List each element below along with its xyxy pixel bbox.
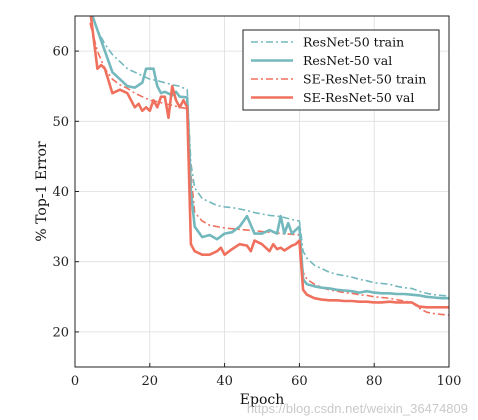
legend: ResNet-50 train ResNet-50 val SE-ResNet-50… [242,29,440,111]
x-tick-label: 60 [291,374,308,389]
x-tick-label: 100 [437,374,462,389]
y-tick-label: 50 [52,115,69,130]
series-layer [89,16,449,316]
legend-entry-label: ResNet-50 val [303,53,392,68]
legend-entry-label: SE-ResNet-50 train [303,72,426,87]
x-tick-label: 80 [366,374,383,389]
y-axis-label: % Top-1 Error [34,141,50,242]
ticks: 0 20 40 60 80 100 20 30 40 50 60 [52,45,461,389]
series-line-resnet-50-val [91,16,449,300]
watermark: https://blog.csdn.net/weixin_36474809 [246,401,468,416]
legend-entry-label: ResNet-50 train [303,35,404,50]
series-line-resnet-50-train [91,16,449,297]
y-tick-label: 20 [52,325,69,340]
series-line-se-resnet-50-val [89,16,449,309]
x-axis-label: Epoch [240,392,284,408]
y-tick-label: 40 [52,185,69,200]
x-tick-label: 0 [71,374,79,389]
y-tick-label: 60 [52,45,69,60]
x-tick-label: 20 [142,374,159,389]
y-tick-label: 30 [52,255,69,270]
x-tick-label: 40 [216,374,233,389]
legend-entry-label: SE-ResNet-50 val [303,90,414,105]
